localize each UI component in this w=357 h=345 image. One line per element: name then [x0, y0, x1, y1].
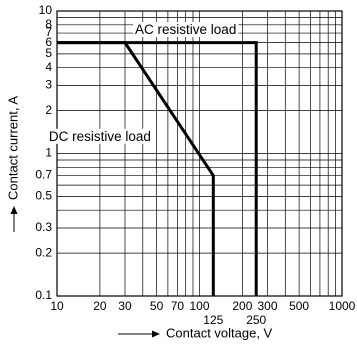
y-tick-label: 5	[45, 46, 52, 60]
x-tick-label: 70	[171, 299, 185, 313]
x-tick-label: 100	[189, 299, 209, 313]
y-axis-arrow-head	[10, 206, 18, 214]
x-tick-label-lower: 250	[246, 313, 266, 327]
x-tick-label-lower: 125	[203, 313, 223, 327]
series-line-dc-resistive-load	[57, 41, 215, 296]
y-tick-label: 3	[45, 78, 52, 92]
x-tick-label: 20	[93, 299, 107, 313]
x-tick-label: 200	[232, 299, 252, 313]
annotation-background	[133, 22, 239, 38]
y-tick-label: 4	[45, 60, 52, 74]
annotation-1: DC resistive load	[49, 129, 151, 144]
x-tick-label: 300	[257, 299, 277, 313]
x-axis-arrow-head	[152, 330, 160, 338]
y-tick-label: 10	[39, 3, 53, 17]
plot-frame	[56, 10, 343, 297]
y-tick-label: 7	[45, 25, 52, 39]
y-tick-label: 0.7	[35, 168, 52, 182]
y-tick-label: 2	[45, 103, 52, 117]
x-tick-label: 1000	[329, 299, 356, 313]
y-tick-label: 0.5	[35, 189, 52, 203]
x-axis-title: Contact voltage, V	[166, 325, 273, 340]
y-tick-label: 0.2	[35, 245, 52, 259]
y-tick-label: 0.1	[35, 288, 52, 302]
y-tick-label: 0.3	[35, 220, 52, 234]
x-tick-label: 30	[118, 299, 132, 313]
x-tick-label: 10	[50, 299, 64, 313]
annotation-background	[46, 128, 153, 144]
y-axis-title: Contact current, A	[5, 96, 20, 200]
x-tick-label: 500	[289, 299, 309, 313]
y-tick-label: 6	[45, 35, 52, 49]
annotation-0: AC resistive load	[135, 22, 236, 37]
y-tick-label: 8	[45, 17, 52, 31]
y-tick-label: 1	[45, 146, 52, 160]
x-tick-label: 50	[150, 299, 164, 313]
